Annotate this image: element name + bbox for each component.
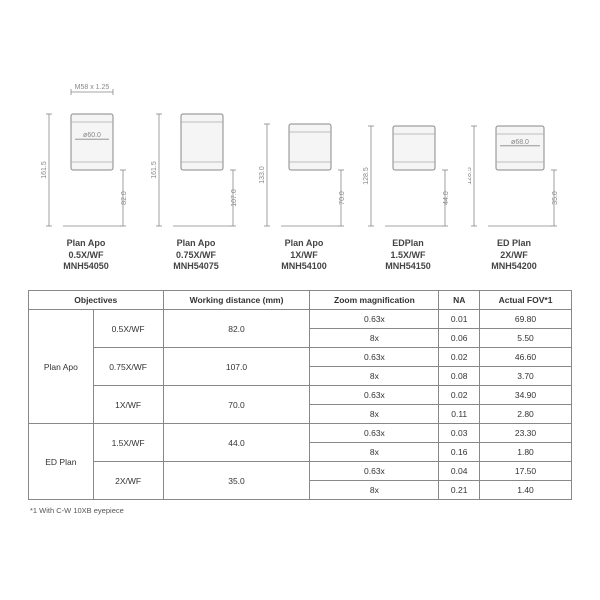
cell-wd: 70.0 — [163, 386, 310, 424]
lens-svg: 161.5 107.0 — [150, 72, 242, 232]
spec-table: ObjectivesWorking distance (mm)Zoom magn… — [28, 290, 572, 500]
spec-table-area: ObjectivesWorking distance (mm)Zoom magn… — [0, 290, 600, 521]
cell-zoom: 0.63x — [310, 424, 439, 443]
cell-group: Plan Apo — [29, 310, 94, 424]
cell-mag: 0.75X/WF — [93, 348, 163, 386]
cell-na: 0.06 — [439, 329, 480, 348]
lens-item-0: M58 x 1.25 ø60.0 161.5 82.0 Plan Apo0.5X/WFM… — [40, 72, 132, 272]
cell-zoom: 8x — [310, 481, 439, 500]
svg-text:107.0: 107.0 — [231, 189, 238, 207]
svg-text:82.0: 82.0 — [121, 191, 128, 205]
cell-zoom: 0.63x — [310, 310, 439, 329]
cell-zoom: 8x — [310, 443, 439, 462]
svg-text:161.5: 161.5 — [151, 161, 158, 179]
table-footnote: *1 With C-W 10XB eyepiece — [28, 500, 572, 521]
svg-text:M58 x 1.25: M58 x 1.25 — [75, 84, 110, 91]
svg-text:128.5: 128.5 — [363, 167, 370, 185]
lens-label: ED Plan2X/WFMNH54200 — [468, 238, 560, 272]
lens-item-1: 161.5 107.0 Plan Apo0.75X/WFMNH54075 — [150, 72, 242, 272]
cell-na: 0.08 — [439, 367, 480, 386]
cell-mag: 2X/WF — [93, 462, 163, 500]
cell-na: 0.16 — [439, 443, 480, 462]
cell-na: 0.11 — [439, 405, 480, 424]
cell-wd: 107.0 — [163, 348, 310, 386]
cell-na: 0.01 — [439, 310, 480, 329]
cell-fov: 69.80 — [480, 310, 572, 329]
cell-wd: 44.0 — [163, 424, 310, 462]
cell-wd: 35.0 — [163, 462, 310, 500]
cell-fov: 17.50 — [480, 462, 572, 481]
cell-zoom: 8x — [310, 367, 439, 386]
lens-svg: M58 x 1.25 ø60.0 161.5 82.0 — [40, 72, 132, 232]
cell-wd: 82.0 — [163, 310, 310, 348]
lens-label: Plan Apo1X/WFMNH54100 — [258, 238, 350, 272]
lens-svg: 133.0 70.0 — [258, 72, 350, 232]
th-objectives: Objectives — [29, 291, 164, 310]
cell-fov: 46.60 — [480, 348, 572, 367]
lens-diagram-area: M58 x 1.25 ø60.0 161.5 82.0 Plan Apo0.5X/WFM… — [0, 0, 600, 290]
cell-na: 0.02 — [439, 386, 480, 405]
cell-fov: 1.40 — [480, 481, 572, 500]
lens-item-2: 133.0 70.0 Plan Apo1X/WFMNH54100 — [258, 72, 350, 272]
cell-fov: 3.70 — [480, 367, 572, 386]
table-row: ED Plan1.5X/WF44.00.63x0.0323.30 — [29, 424, 572, 443]
cell-fov: 34.90 — [480, 386, 572, 405]
svg-text:70.0: 70.0 — [339, 191, 346, 205]
svg-text:133.0: 133.0 — [259, 166, 266, 184]
cell-zoom: 0.63x — [310, 386, 439, 405]
svg-text:ø60.0: ø60.0 — [83, 132, 101, 139]
cell-zoom: 8x — [310, 329, 439, 348]
cell-na: 0.21 — [439, 481, 480, 500]
cell-fov: 5.50 — [480, 329, 572, 348]
cell-zoom: 0.63x — [310, 462, 439, 481]
cell-na: 0.03 — [439, 424, 480, 443]
lens-item-3: 128.5 44.0 EDPlan1.5X/WFMNH54150 — [362, 72, 454, 272]
lens-label: Plan Apo0.5X/WFMNH54050 — [40, 238, 132, 272]
lens-label: Plan Apo0.75X/WFMNH54075 — [150, 238, 242, 272]
cell-mag: 1X/WF — [93, 386, 163, 424]
th-wd: Working distance (mm) — [163, 291, 310, 310]
svg-text:35.0: 35.0 — [552, 191, 559, 205]
cell-na: 0.04 — [439, 462, 480, 481]
lens-item-4: ø68.0 128.5 35.0 ED Plan2X/WFMNH54200 — [468, 72, 560, 272]
cell-fov: 2.80 — [480, 405, 572, 424]
cell-fov: 1.80 — [480, 443, 572, 462]
table-row: 1X/WF70.00.63x0.0234.90 — [29, 386, 572, 405]
svg-text:44.0: 44.0 — [443, 191, 450, 205]
svg-text:128.5: 128.5 — [468, 167, 473, 185]
table-row: 0.75X/WF107.00.63x0.0246.60 — [29, 348, 572, 367]
cell-zoom: 0.63x — [310, 348, 439, 367]
table-row: Plan Apo0.5X/WF82.00.63x0.0169.80 — [29, 310, 572, 329]
svg-text:ø68.0: ø68.0 — [511, 139, 529, 146]
cell-zoom: 8x — [310, 405, 439, 424]
lens-svg: 128.5 44.0 — [362, 72, 454, 232]
th-fov: Actual FOV*1 — [480, 291, 572, 310]
lens-label: EDPlan1.5X/WFMNH54150 — [362, 238, 454, 272]
cell-group: ED Plan — [29, 424, 94, 500]
cell-na: 0.02 — [439, 348, 480, 367]
table-row: 2X/WF35.00.63x0.0417.50 — [29, 462, 572, 481]
cell-mag: 1.5X/WF — [93, 424, 163, 462]
cell-mag: 0.5X/WF — [93, 310, 163, 348]
th-zoom: Zoom magnification — [310, 291, 439, 310]
svg-text:161.5: 161.5 — [41, 161, 48, 179]
lens-svg: ø68.0 128.5 35.0 — [468, 72, 560, 232]
cell-fov: 23.30 — [480, 424, 572, 443]
th-na: NA — [439, 291, 480, 310]
